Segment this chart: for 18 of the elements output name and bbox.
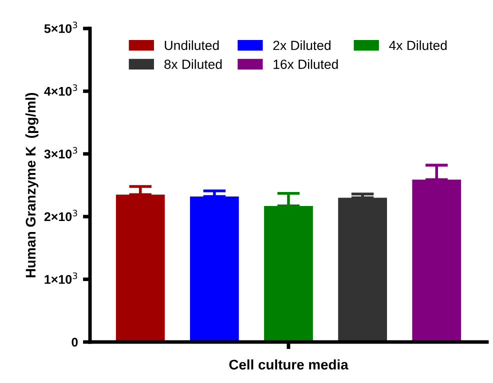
y-axis-title: Human Granzyme K (pg/ml) [25, 92, 38, 278]
bar [264, 206, 313, 342]
y-tick-label: 4×10$^{3}$ [44, 84, 78, 96]
y-tick-label: 2×10$^{3}$ [44, 210, 78, 222]
bar [338, 198, 388, 342]
bar [116, 194, 165, 342]
y-tick-label: 0 [72, 338, 78, 347]
legend-label: Undiluted [164, 40, 219, 50]
legend-label: 16x Diluted [274, 59, 338, 69]
legend-label: 2x Diluted [273, 40, 330, 50]
y-tick-label: 3×10$^{3}$ [44, 147, 78, 158]
legend-label: 4x Diluted [389, 40, 447, 50]
x-axis-title: Cell culture media [229, 359, 348, 370]
legend-label: 8x Diluted [164, 59, 222, 69]
bar [190, 196, 239, 342]
y-tick-label: 5×10$^{3}$ [44, 22, 78, 34]
y-tick-label: 1×10$^{3}$ [44, 272, 78, 284]
bar [412, 180, 462, 342]
